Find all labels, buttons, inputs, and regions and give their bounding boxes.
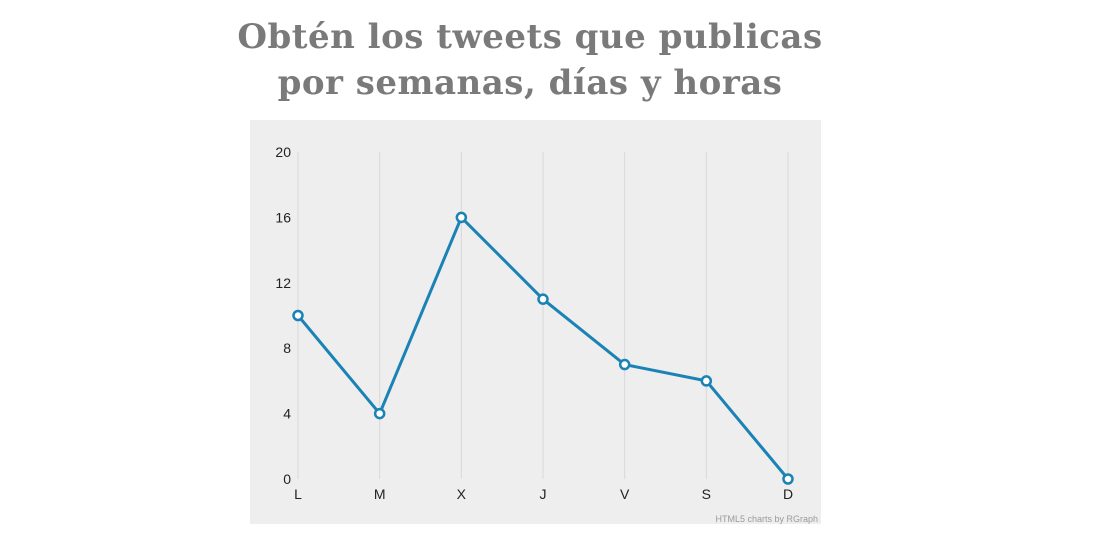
data-point (700, 375, 713, 387)
line-chart: 0 4 8 12 16 20 L M X J V S D HTML5 charts by RGraph (250, 120, 821, 524)
x-tick-label: V (620, 486, 630, 502)
title-line-2: por semanas, días y horas (277, 63, 783, 103)
data-point (782, 473, 794, 485)
y-tick-label: 4 (283, 406, 291, 422)
grid-lines (297, 152, 789, 479)
data-point (292, 309, 304, 322)
data-point (618, 358, 631, 371)
x-tick-label: S (702, 486, 711, 502)
x-tick-label: J (540, 486, 547, 502)
data-point (455, 211, 468, 224)
x-tick-label: X (457, 486, 467, 502)
y-tick-label: 20 (275, 144, 291, 160)
y-tick-label: 16 (275, 209, 291, 225)
x-tick-label: L (294, 486, 302, 502)
chart-canvas: 0 4 8 12 16 20 L M X J V S D HTML5 charts by RGraph (275, 144, 818, 524)
y-tick-label: 8 (283, 340, 291, 356)
title-line-1: Obtén los tweets que publicas (237, 17, 823, 57)
data-point (537, 293, 549, 305)
x-tick-label: D (783, 486, 793, 502)
data-point (373, 407, 386, 420)
data-series (292, 211, 794, 485)
chart-credit: HTML5 charts by RGraph (715, 514, 818, 524)
y-tick-label: 0 (283, 471, 291, 487)
y-tick-label: 12 (275, 275, 291, 291)
x-tick-label: M (374, 486, 386, 502)
y-axis-ticks: 0 4 8 12 16 20 (275, 144, 291, 487)
page-title: Obtén los tweets que publicas por semana… (230, 14, 830, 106)
